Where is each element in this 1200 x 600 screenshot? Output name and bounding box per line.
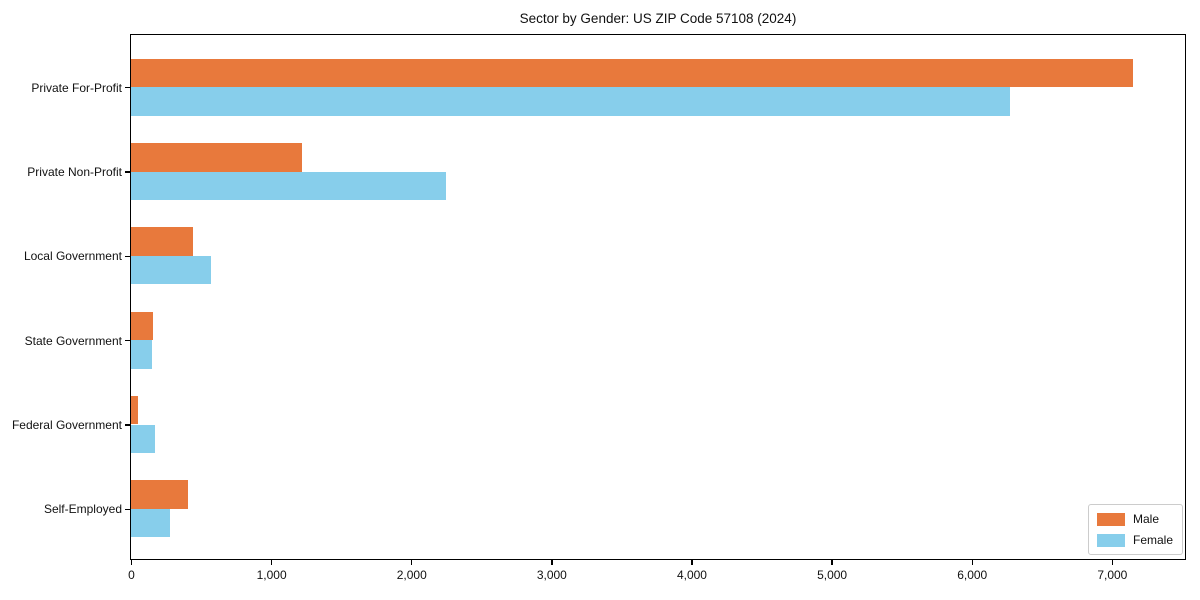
x-tick: [270, 560, 273, 565]
x-tick-label: 3,000: [536, 568, 567, 582]
bars-container: [131, 35, 1185, 559]
y-category-label: Federal Government: [11, 418, 122, 432]
plot-area: Male Female: [130, 34, 1186, 560]
female-swatch: [1096, 533, 1125, 547]
y-category-label: Private Non-Profit: [27, 165, 122, 180]
male-bar: [131, 58, 1133, 88]
y-tick: [125, 508, 130, 510]
male-bar: [131, 227, 193, 256]
x-tick: [831, 560, 833, 565]
legend-item-female: Female: [1096, 533, 1173, 547]
legend-item-male: Male: [1096, 512, 1173, 526]
y-tick: [125, 87, 130, 89]
y-category-label: Private For-Profit: [31, 80, 122, 95]
x-tick: [551, 560, 553, 565]
female-bar: [131, 340, 153, 369]
male-bar: [131, 311, 154, 341]
y-category-label: State Government: [24, 333, 122, 348]
y-tick: [125, 171, 130, 173]
male-bar: [131, 395, 138, 425]
legend-label-male: Male: [1132, 512, 1159, 526]
female-bar: [131, 424, 155, 454]
female-bar: [131, 171, 447, 201]
x-tick-label: 2,000: [396, 568, 427, 582]
x-tick-label: 6,000: [957, 568, 988, 582]
female-bar: [131, 255, 211, 285]
x-tick-label: 5,000: [817, 568, 848, 582]
male-bar: [131, 480, 189, 509]
male-bar: [131, 143, 302, 172]
x-tick-label: 0: [128, 568, 135, 582]
legend-label-female: Female: [1132, 533, 1173, 547]
y-tick: [125, 340, 130, 342]
legend: Male Female: [1087, 504, 1183, 555]
x-tick: [130, 560, 133, 565]
female-bar: [131, 87, 1010, 116]
x-tick: [411, 560, 413, 565]
x-tick: [691, 560, 693, 565]
male-swatch: [1096, 512, 1125, 526]
y-category-label: Local Government: [23, 249, 122, 264]
x-tick: [1111, 560, 1114, 565]
y-tick: [125, 424, 130, 426]
x-tick-label: 7,000: [1097, 568, 1128, 582]
chart-title: Sector by Gender: US ZIP Code 57108 (202…: [519, 11, 797, 26]
female-bar: [131, 508, 171, 538]
x-tick-label: 1,000: [256, 568, 287, 582]
y-tick: [125, 255, 130, 258]
y-category-label: Self-Employed: [43, 502, 122, 517]
x-tick: [971, 560, 973, 565]
x-tick-label: 4,000: [676, 568, 707, 582]
